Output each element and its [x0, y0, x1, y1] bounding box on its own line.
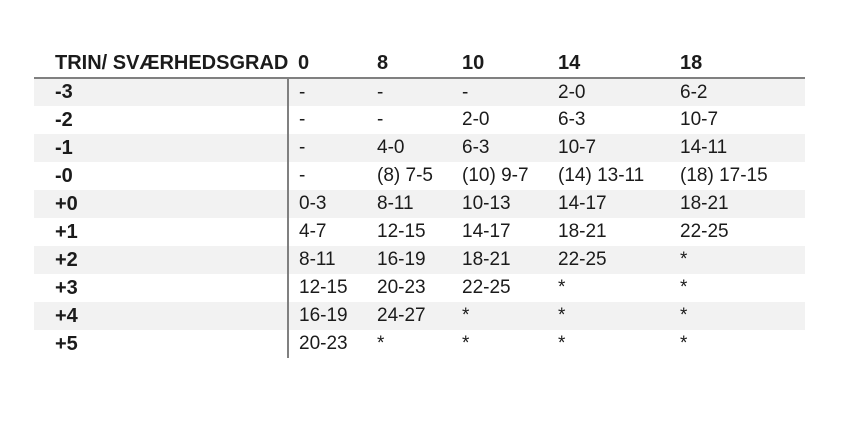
table-cell: 10-7	[680, 109, 719, 130]
table-cell: (14) 13-11	[558, 165, 645, 186]
table-cell: 4-0	[377, 137, 405, 158]
table-cell: 24-27	[377, 305, 426, 326]
table-row: +0 0-3 8-11 10-13 14-17 18-21	[34, 190, 805, 218]
row-label: +0	[55, 192, 78, 215]
table-row: +4 16-19 24-27 * * *	[34, 302, 805, 330]
table-cell: -	[287, 134, 367, 162]
column-header-0: 0	[288, 50, 367, 79]
table-cell: 6-2	[680, 81, 708, 103]
row-label: -2	[55, 108, 73, 131]
table-row: +1 4-7 12-15 14-17 18-21 22-25	[34, 218, 805, 246]
table-cell: 16-19	[377, 249, 426, 270]
table-cell: 8-11	[377, 193, 414, 214]
column-header-14: 14	[548, 50, 670, 79]
table-cell: -	[377, 81, 384, 103]
table-row: +5 20-23 * * * *	[34, 330, 805, 358]
difficulty-table: TRIN/ SVÆRHEDSGRAD 0 8 10 14 18 -3 - - -…	[34, 50, 805, 358]
table-cell: 18-21	[680, 193, 729, 214]
table-cell: 14-17	[558, 193, 607, 214]
table-cell: *	[680, 277, 688, 298]
table-cell: 20-23	[287, 330, 367, 358]
table-cell: 22-25	[462, 277, 511, 298]
table-cell: -	[287, 78, 367, 106]
table-cell: *	[558, 305, 566, 326]
table-cell: (18) 17-15	[680, 165, 768, 186]
table-cell: 2-0	[462, 109, 490, 130]
row-label: +5	[55, 332, 78, 355]
table-cell: -	[287, 106, 367, 134]
table-row: -3 - - - 2-0 6-2	[34, 78, 805, 106]
table-cell: 22-25	[680, 221, 729, 242]
table-cell: *	[680, 249, 688, 270]
table-cell: *	[680, 305, 688, 326]
table-cell: 20-23	[377, 277, 426, 298]
row-label: -0	[55, 164, 73, 187]
table-cell: -	[377, 109, 384, 130]
table-cell: *	[462, 305, 470, 326]
table-cell: 0-3	[287, 190, 367, 218]
table-cell: 4-7	[287, 218, 367, 246]
column-header-18: 18	[670, 50, 805, 79]
table-row: +2 8-11 16-19 18-21 22-25 *	[34, 246, 805, 274]
table-cell: (8) 7-5	[377, 165, 433, 186]
table-cell: (10) 9-7	[462, 165, 529, 186]
row-label: +1	[55, 220, 78, 243]
column-header-8: 8	[367, 50, 452, 79]
header-row: TRIN/ SVÆRHEDSGRAD 0 8 10 14 18	[34, 50, 805, 79]
table-cell: *	[680, 333, 688, 354]
table-cell: 18-21	[462, 249, 511, 270]
table-cell: 10-13	[462, 193, 511, 214]
table-cell: 22-25	[558, 249, 607, 270]
table-cell: *	[377, 333, 385, 354]
row-label: +3	[55, 276, 78, 299]
table-cell: 12-15	[377, 221, 426, 242]
table-row: -1 - 4-0 6-3 10-7 14-11	[34, 134, 805, 162]
table-cell: 18-21	[558, 221, 607, 242]
row-label: +2	[55, 248, 78, 271]
table-cell: 2-0	[558, 81, 586, 103]
row-label: +4	[55, 304, 78, 327]
table-row: +3 12-15 20-23 22-25 * *	[34, 274, 805, 302]
table-row: -0 - (8) 7-5 (10) 9-7 (14) 13-11 (18) 17…	[34, 162, 805, 190]
table-cell: 16-19	[287, 302, 367, 330]
table-cell: 12-15	[287, 274, 367, 302]
table-cell: 8-11	[287, 246, 367, 274]
table-row: -2 - - 2-0 6-3 10-7	[34, 106, 805, 134]
row-label: -1	[55, 136, 73, 159]
column-header-10: 10	[452, 50, 548, 79]
column-header-trin-svaerhedsgrad: TRIN/ SVÆRHEDSGRAD	[34, 50, 288, 79]
table-cell: 14-17	[462, 221, 511, 242]
table-cell: *	[462, 333, 470, 354]
table-cell: *	[558, 277, 566, 298]
table-cell: 10-7	[558, 137, 597, 158]
table-cell: -	[462, 81, 469, 103]
table-cell: 6-3	[462, 137, 490, 158]
table-cell: -	[287, 162, 367, 190]
table-cell: 14-11	[680, 137, 728, 158]
table-cell: *	[558, 333, 566, 354]
row-label: -3	[55, 81, 73, 103]
table-cell: 6-3	[558, 109, 586, 130]
